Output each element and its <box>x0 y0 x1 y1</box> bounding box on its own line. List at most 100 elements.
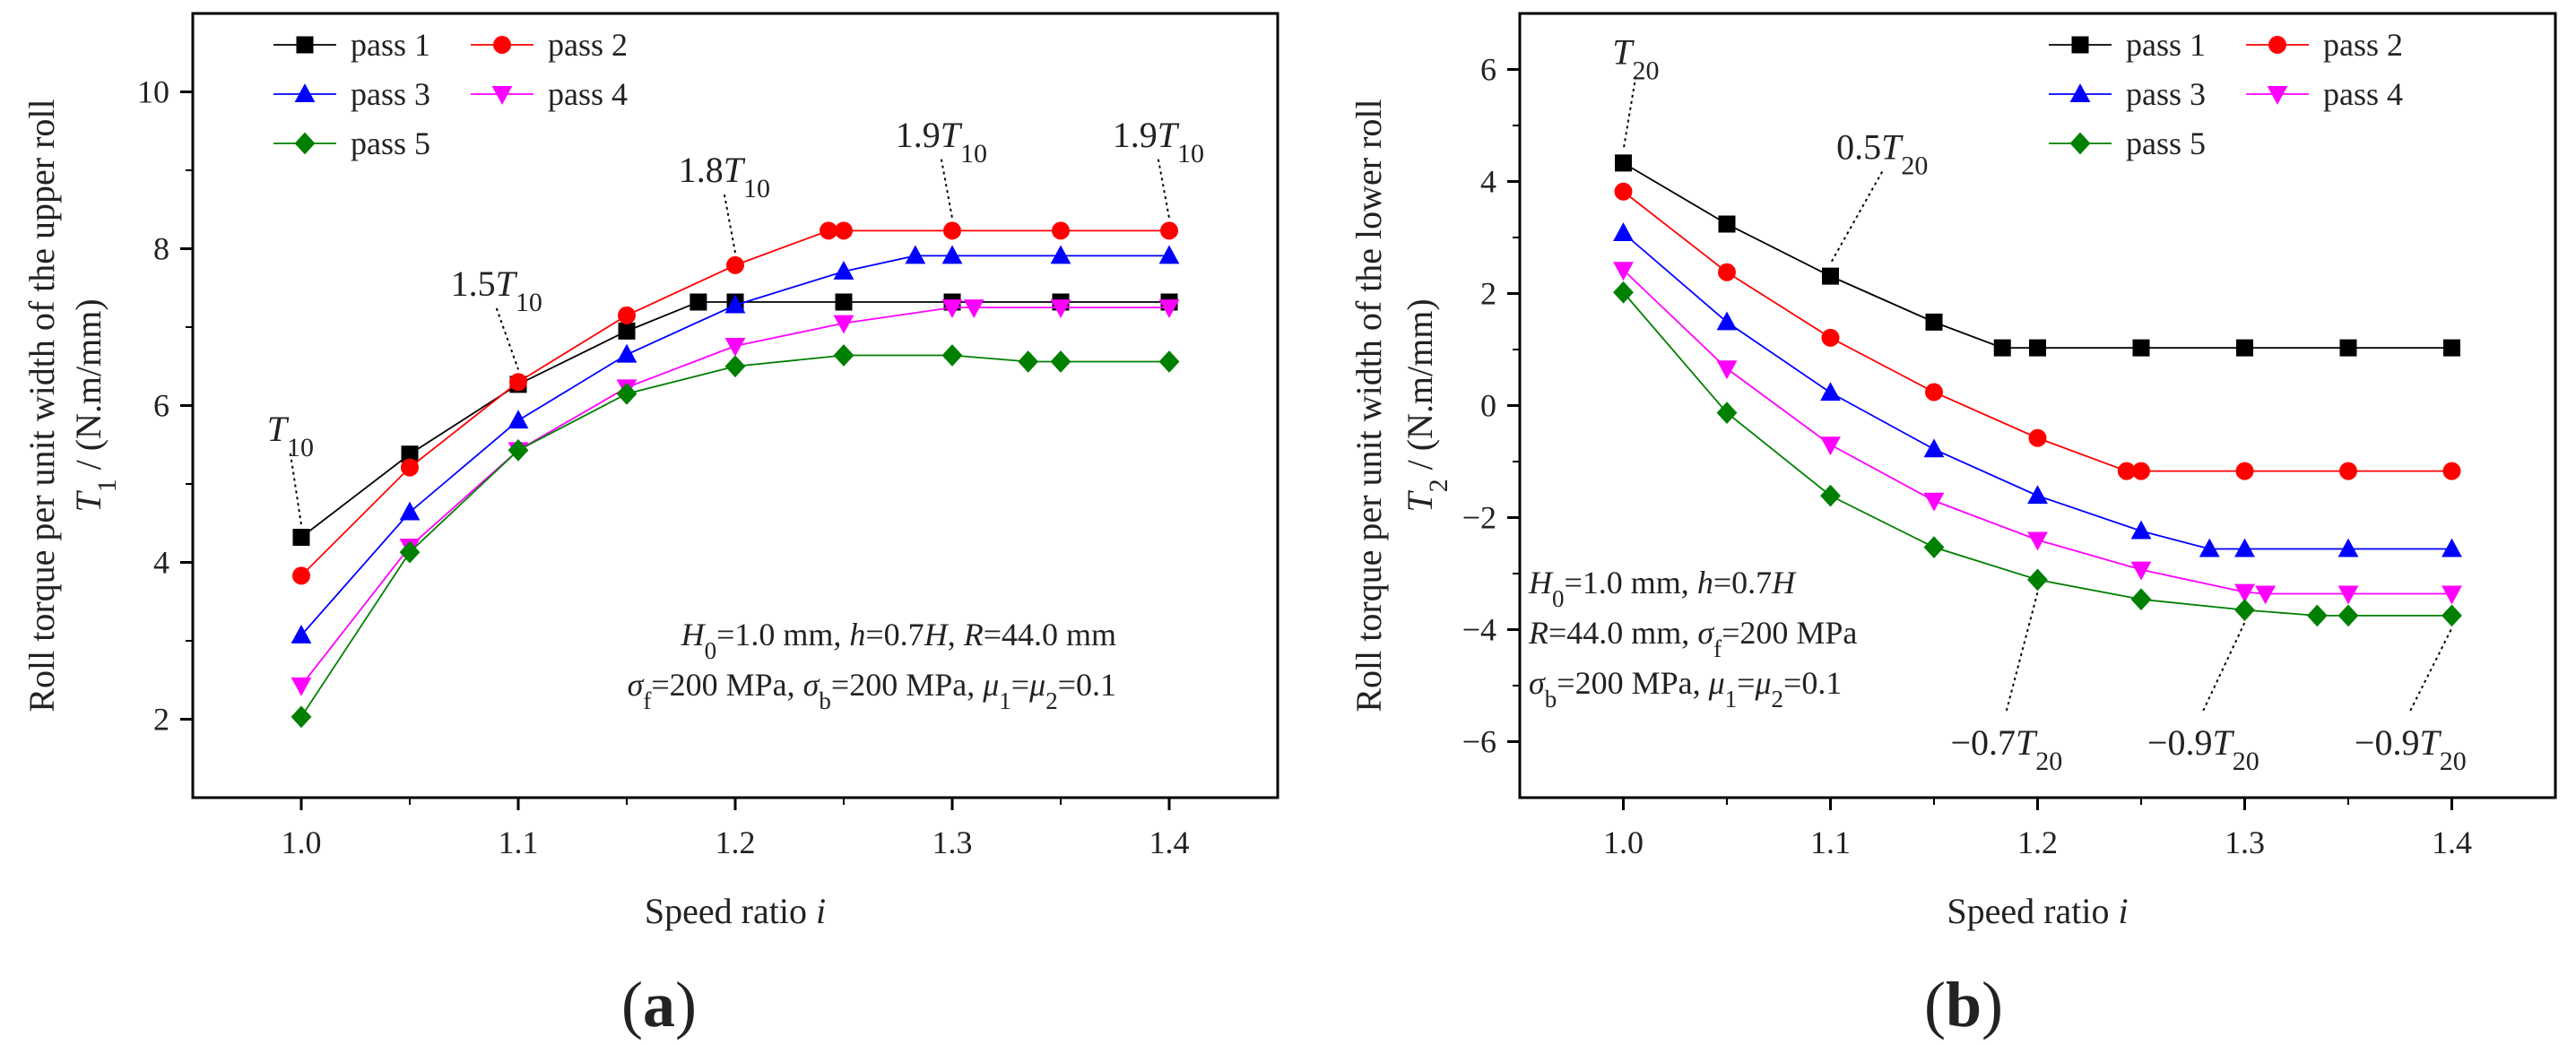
y-tick-label: 6 <box>153 388 169 424</box>
condition-note: R=44.0 mm, σf=200 MPa <box>1528 615 1857 662</box>
y-tick-label: 6 <box>1480 52 1496 88</box>
y-tick-label: −6 <box>1462 724 1496 760</box>
y-axis-label-line1: Roll torque per unit width of the lower … <box>1349 99 1389 712</box>
series-line <box>1622 291 2452 617</box>
data-point <box>2306 604 2328 627</box>
legend-marker <box>294 132 316 155</box>
data-point <box>1925 313 1943 331</box>
legend-item: pass 2 <box>471 27 628 63</box>
annotation-label: 1.9T10 <box>1113 115 1204 168</box>
data-point <box>833 261 854 280</box>
data-point <box>820 221 838 240</box>
data-point <box>941 299 963 318</box>
series-line <box>300 255 1169 636</box>
legend-label: pass 2 <box>548 27 628 63</box>
annotation-leader <box>1622 76 1637 151</box>
data-point <box>507 439 529 462</box>
data-point <box>1158 245 1180 264</box>
data-point <box>1923 536 1945 558</box>
legend-marker <box>2268 36 2286 54</box>
series-pass-2 <box>292 221 1178 585</box>
data-point <box>724 294 746 314</box>
annotation-label: 0.5T20 <box>1836 127 1928 181</box>
data-point <box>2234 538 2255 557</box>
data-point <box>833 344 854 367</box>
data-point <box>941 245 963 264</box>
x-tick-label: 1.0 <box>1603 825 1644 860</box>
series-pass-5 <box>1613 281 2462 627</box>
data-point <box>1716 402 1738 424</box>
series-pass-1 <box>1615 154 2460 357</box>
legend-marker <box>294 83 316 103</box>
series-pass-1 <box>292 293 1178 546</box>
data-point <box>1821 328 1840 347</box>
series-pass-2 <box>1614 182 2461 480</box>
annotation-label: 1.9T10 <box>896 115 987 168</box>
legend-label: pass 4 <box>2323 76 2403 112</box>
x-tick-label: 1.3 <box>932 825 973 860</box>
data-point <box>1160 221 1178 240</box>
data-point <box>2130 588 2152 611</box>
data-point <box>2130 561 2152 581</box>
data-point <box>2130 520 2152 540</box>
data-point <box>291 625 312 643</box>
data-point <box>726 255 744 274</box>
x-axis-label: Speed ratio i <box>1947 891 2128 931</box>
data-point <box>2337 538 2359 557</box>
annotation-label: 1.8T10 <box>679 150 770 203</box>
annotation-leader <box>1157 159 1170 219</box>
condition-note: σf=200 MPa, σb=200 MPa, μ1=μ2=0.1 <box>628 667 1116 714</box>
x-tick-label: 1.4 <box>1149 825 1190 860</box>
y-tick-label: 0 <box>1480 388 1496 424</box>
data-point <box>1615 154 1632 172</box>
y-tick-label: 4 <box>153 545 169 581</box>
data-point <box>292 566 310 585</box>
data-point <box>616 383 637 405</box>
data-point <box>507 410 529 429</box>
data-point <box>291 677 312 696</box>
x-tick-label: 1.1 <box>499 825 539 860</box>
series-line <box>300 354 1169 718</box>
legend-item: pass 4 <box>471 76 628 112</box>
data-point <box>2337 585 2359 605</box>
data-point <box>2235 462 2254 480</box>
data-point <box>618 322 636 340</box>
data-point <box>399 540 421 564</box>
data-point <box>2199 538 2220 557</box>
data-point <box>2442 462 2461 480</box>
series-line <box>300 307 1169 687</box>
annotation-label: 1.5T10 <box>451 263 542 317</box>
data-point <box>616 343 637 363</box>
legend-item: pass 3 <box>273 76 430 112</box>
data-point <box>690 293 707 311</box>
data-point <box>1158 299 1180 318</box>
legend-item: pass 1 <box>2049 27 2206 63</box>
data-point <box>291 705 312 729</box>
legend-marker <box>491 85 513 105</box>
panel-label: (b) <box>1924 969 2003 1041</box>
data-point <box>1613 281 1634 304</box>
panel-b: 1.0 1.1 1.2 1.3 1.4 −6 −4 −2 0 2 4 6 Speed ratio i Ro… <box>1349 12 2557 1041</box>
series-line <box>1622 232 2452 550</box>
data-point <box>401 458 419 477</box>
data-point <box>963 299 984 318</box>
data-point <box>2236 339 2253 357</box>
annotation-leader <box>2202 622 2246 712</box>
data-point <box>1614 182 1633 201</box>
data-point <box>2117 462 2136 480</box>
data-point <box>1716 360 1738 380</box>
x-tick-label: 1.3 <box>2225 825 2265 860</box>
legend-marker <box>2069 83 2091 103</box>
legend-label: pass 1 <box>2126 27 2206 63</box>
data-point <box>724 355 746 378</box>
legend-item: pass 3 <box>2049 76 2206 112</box>
y-tick-label: 10 <box>137 74 169 110</box>
legend-label: pass 5 <box>2126 125 2206 161</box>
data-point <box>1050 350 1071 373</box>
legend-marker <box>2071 36 2089 54</box>
data-point <box>1613 222 1634 242</box>
data-point <box>1052 221 1070 240</box>
annotation-leader <box>940 159 953 219</box>
annotation-leader <box>289 453 302 525</box>
